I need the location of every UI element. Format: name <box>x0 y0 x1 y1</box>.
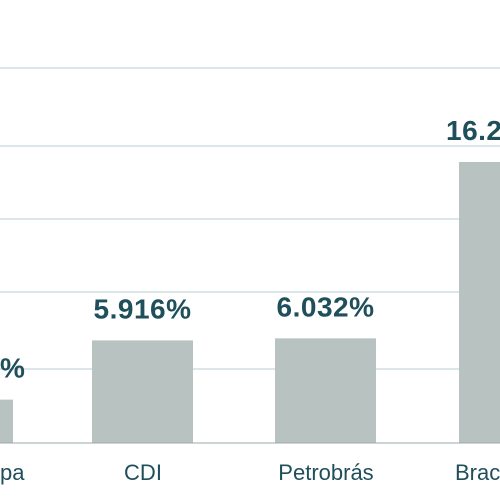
value-labels: % 5.916% 6.032% 16.2 <box>0 115 500 384</box>
bars <box>0 162 500 443</box>
value-label-1: 5.916% <box>94 293 192 324</box>
gridlines <box>0 67 500 370</box>
bar-0 <box>0 399 13 443</box>
value-label-3: 16.2 <box>446 115 500 146</box>
value-label-0: % <box>0 353 25 384</box>
bar-3 <box>459 162 500 443</box>
category-labels: pa CDI Petrobrás Brac <box>0 460 500 485</box>
category-label-1: CDI <box>124 460 162 485</box>
bar-2 <box>275 338 376 443</box>
category-label-3: Brac <box>455 460 500 485</box>
category-label-0: pa <box>0 460 25 485</box>
value-label-2: 6.032% <box>277 291 375 322</box>
bar-1 <box>92 340 193 443</box>
category-label-2: Petrobrás <box>278 460 373 485</box>
